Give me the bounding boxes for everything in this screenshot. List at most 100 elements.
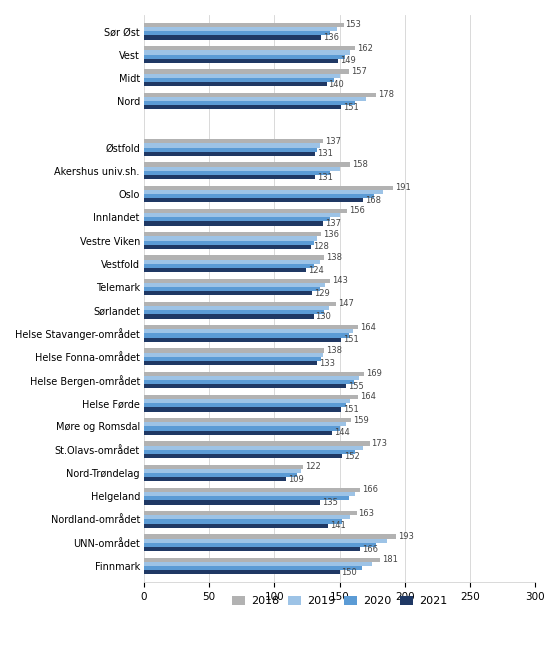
Text: 138: 138 <box>326 346 342 355</box>
Bar <box>144 59 338 63</box>
Text: 133: 133 <box>319 359 335 367</box>
Bar <box>144 162 350 167</box>
Text: 129: 129 <box>314 289 330 298</box>
Bar <box>144 431 332 435</box>
Bar <box>144 511 357 515</box>
Bar <box>144 302 335 306</box>
Text: 124: 124 <box>307 265 324 275</box>
Bar <box>144 73 339 77</box>
Bar <box>144 492 355 496</box>
Text: 136: 136 <box>323 33 339 42</box>
Text: 143: 143 <box>333 276 348 285</box>
Bar <box>144 557 380 562</box>
Text: 151: 151 <box>343 335 358 344</box>
Bar <box>144 148 318 152</box>
Bar <box>144 334 349 338</box>
Bar <box>144 524 328 528</box>
Bar <box>144 547 361 551</box>
Text: 141: 141 <box>330 521 346 530</box>
Bar <box>144 384 346 389</box>
Bar <box>144 426 339 431</box>
Text: 155: 155 <box>348 382 364 391</box>
Bar <box>144 279 330 283</box>
Bar <box>144 570 339 575</box>
Text: 173: 173 <box>371 439 388 448</box>
Bar <box>144 217 330 222</box>
Text: 164: 164 <box>360 393 376 401</box>
Bar <box>144 395 358 399</box>
Text: 151: 151 <box>343 103 358 112</box>
Bar <box>144 31 330 36</box>
Bar <box>144 36 321 40</box>
Bar <box>144 93 376 97</box>
Bar <box>144 454 342 458</box>
Text: 144: 144 <box>334 428 349 438</box>
Bar <box>144 469 301 473</box>
Bar <box>144 175 315 179</box>
Bar <box>144 27 337 31</box>
Bar <box>144 82 326 86</box>
Legend: 2018, 2019, 2020, 2021: 2018, 2019, 2020, 2021 <box>227 591 452 611</box>
Bar <box>144 222 323 226</box>
Bar <box>144 198 363 203</box>
Text: 157: 157 <box>351 67 367 76</box>
Text: 159: 159 <box>353 416 369 425</box>
Text: 153: 153 <box>346 21 361 30</box>
Text: 151: 151 <box>343 405 358 414</box>
Text: 135: 135 <box>322 498 338 507</box>
Bar <box>144 496 349 500</box>
Bar <box>144 190 382 194</box>
Bar <box>144 209 347 213</box>
Bar <box>144 562 372 566</box>
Text: 147: 147 <box>338 299 353 308</box>
Text: 131: 131 <box>317 150 333 158</box>
Text: 150: 150 <box>342 568 357 577</box>
Bar <box>144 539 386 543</box>
Text: 109: 109 <box>288 475 304 484</box>
Bar <box>144 515 350 520</box>
Text: 122: 122 <box>305 462 321 471</box>
Text: 136: 136 <box>323 230 339 239</box>
Bar <box>144 171 330 175</box>
Bar <box>144 105 341 109</box>
Bar <box>144 54 345 59</box>
Bar <box>144 245 311 249</box>
Bar <box>144 380 354 384</box>
Bar <box>144 446 363 449</box>
Bar <box>144 236 318 240</box>
Bar <box>144 442 370 446</box>
Text: 130: 130 <box>315 312 332 321</box>
Text: 152: 152 <box>344 451 360 461</box>
Bar <box>144 213 339 217</box>
Bar <box>144 291 312 295</box>
Bar <box>144 534 396 539</box>
Bar <box>144 566 362 570</box>
Bar <box>144 403 346 407</box>
Text: 166: 166 <box>362 485 379 495</box>
Text: 178: 178 <box>378 90 394 99</box>
Bar <box>144 268 306 272</box>
Bar <box>144 167 339 171</box>
Text: 166: 166 <box>362 545 379 553</box>
Bar <box>144 263 314 268</box>
Text: 128: 128 <box>313 242 329 252</box>
Text: 131: 131 <box>317 173 333 181</box>
Bar <box>144 329 353 334</box>
Text: 162: 162 <box>357 44 373 53</box>
Text: 149: 149 <box>340 56 356 66</box>
Text: 169: 169 <box>366 369 382 378</box>
Bar <box>144 185 393 190</box>
Bar <box>144 357 321 361</box>
Text: 156: 156 <box>349 207 365 215</box>
Bar <box>144 283 325 287</box>
Bar <box>144 232 321 236</box>
Bar <box>144 46 355 50</box>
Bar <box>144 361 318 365</box>
Bar <box>144 418 351 422</box>
Text: 140: 140 <box>329 79 344 89</box>
Bar <box>144 70 349 73</box>
Bar <box>144 477 286 481</box>
Bar <box>144 306 329 310</box>
Bar <box>144 399 350 403</box>
Bar <box>144 240 314 245</box>
